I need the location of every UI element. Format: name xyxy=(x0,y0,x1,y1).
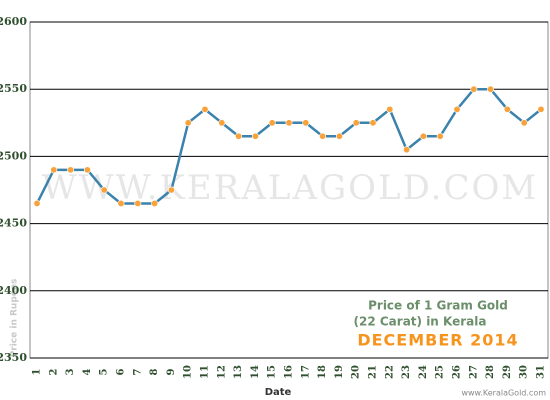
x-tick-label: 21 xyxy=(368,365,379,379)
y-tick-label: 2550 xyxy=(0,82,27,95)
marker xyxy=(268,119,276,127)
marker xyxy=(419,132,427,140)
y-axis-label: Price in Rupees xyxy=(10,279,20,358)
x-tick-label: 15 xyxy=(267,365,278,379)
x-tick-label: 1 xyxy=(32,369,43,376)
plot-area xyxy=(29,21,549,359)
marker xyxy=(352,119,360,127)
x-tick-label: 11 xyxy=(200,365,211,379)
x-tick-label: 26 xyxy=(452,365,463,379)
y-tick-label: 2600 xyxy=(0,15,27,28)
x-tick-label: 16 xyxy=(284,365,295,379)
marker xyxy=(369,119,377,127)
marker xyxy=(335,132,343,140)
marker xyxy=(251,132,259,140)
x-tick-label: 19 xyxy=(334,365,345,379)
marker xyxy=(151,199,159,207)
x-tick-label: 5 xyxy=(99,368,110,375)
marker xyxy=(235,132,243,140)
marker xyxy=(302,119,310,127)
x-tick-label: 31 xyxy=(536,365,547,379)
marker xyxy=(436,132,444,140)
marker xyxy=(487,85,495,93)
marker xyxy=(184,119,192,127)
x-tick-label: 22 xyxy=(384,365,395,379)
x-tick-label: 27 xyxy=(468,365,479,379)
x-tick-label: 4 xyxy=(82,368,93,375)
x-tick-label: 18 xyxy=(317,365,328,379)
annotation: Price of 1 Gram Gold xyxy=(368,299,508,313)
y-tick-label: 2350 xyxy=(0,351,27,364)
marker xyxy=(134,199,142,207)
x-tick-label: 7 xyxy=(132,368,143,375)
x-tick-label: 9 xyxy=(166,368,177,375)
y-tick-label: 2450 xyxy=(0,217,27,230)
marker xyxy=(403,146,411,154)
x-tick-label: 20 xyxy=(351,365,362,379)
x-tick-label: 25 xyxy=(435,365,446,379)
marker xyxy=(285,119,293,127)
annotation: (22 Carat) in Kerala xyxy=(354,315,487,329)
marker xyxy=(33,199,41,207)
x-tick-label: 12 xyxy=(216,365,227,379)
marker xyxy=(100,186,108,194)
marker xyxy=(201,105,209,113)
y-tick-label: 2500 xyxy=(0,149,27,162)
marker xyxy=(520,119,528,127)
x-tick-label: 17 xyxy=(300,365,311,379)
x-tick-label: 24 xyxy=(418,365,429,379)
marker xyxy=(503,105,511,113)
marker xyxy=(470,85,478,93)
marker xyxy=(537,105,545,113)
footer: www.KeralaGold.com xyxy=(461,389,546,398)
annotation: DECEMBER 2014 xyxy=(357,331,518,350)
x-axis-label: Date xyxy=(265,387,292,398)
x-tick-label: 10 xyxy=(183,365,194,379)
x-tick-label: 6 xyxy=(116,368,127,375)
x-tick-label: 2 xyxy=(48,368,59,375)
x-tick-label: 14 xyxy=(250,365,261,379)
marker xyxy=(117,199,125,207)
x-tick-label: 29 xyxy=(502,365,513,379)
marker xyxy=(167,186,175,194)
marker xyxy=(218,119,226,127)
x-tick-label: 30 xyxy=(519,365,530,379)
x-tick-label: 23 xyxy=(401,365,412,379)
x-tick-label: 3 xyxy=(65,368,76,375)
x-tick-label: 28 xyxy=(485,365,496,379)
watermark: WWW.KERALAGOLD.COM xyxy=(42,168,538,208)
marker xyxy=(83,166,91,174)
marker xyxy=(386,105,394,113)
x-tick-label: 13 xyxy=(233,365,244,379)
y-tick-label: 2400 xyxy=(0,284,27,297)
x-tick-label: 8 xyxy=(149,368,160,375)
marker xyxy=(453,105,461,113)
marker xyxy=(50,166,58,174)
marker xyxy=(67,166,75,174)
marker xyxy=(319,132,327,140)
